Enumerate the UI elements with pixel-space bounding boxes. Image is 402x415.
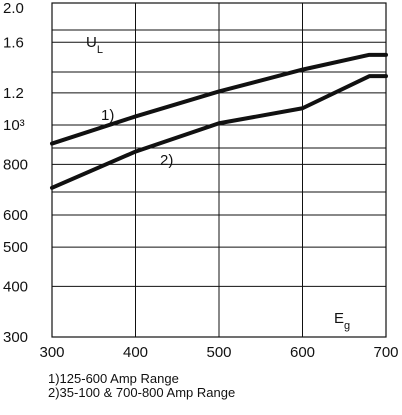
y-tick-label-7: 1.6 <box>3 34 24 51</box>
y-tick-label-4: 800 <box>3 156 28 173</box>
x-tick-label-500: 500 <box>206 344 231 361</box>
series-1-point-4 <box>368 53 371 56</box>
note-range-1: 1)125-600 Amp Range <box>48 371 179 386</box>
series-label-1: 1) <box>101 107 114 124</box>
x-tick-label-600: 600 <box>290 344 315 361</box>
y-tick-label-3: 600 <box>3 207 28 224</box>
series-1-point-3 <box>301 68 304 71</box>
plot-frame <box>51 2 387 338</box>
series-2-point-0 <box>51 186 53 189</box>
y-tick-label-0: 300 <box>3 329 28 346</box>
series-1-point-1 <box>134 115 137 118</box>
series-2-point-2 <box>218 122 220 125</box>
series-2-point-3 <box>301 107 304 110</box>
y-axis-label-main: U <box>86 34 97 51</box>
y-axis-label-subscript: L <box>97 44 103 56</box>
y-axis-label: UL <box>86 34 103 56</box>
series-1-point-2 <box>218 90 220 93</box>
series-2-point-5 <box>385 75 387 78</box>
series-1-point-0 <box>51 142 53 145</box>
y-tick-label-5: 10³ <box>3 117 25 134</box>
y-tick-label-6: 1.2 <box>3 85 24 102</box>
x-tick-label-700: 700 <box>373 344 398 361</box>
series-line-2 <box>50 74 388 190</box>
x-axis-label: Eg <box>334 310 350 332</box>
x-axis-label-subscript: g <box>344 320 350 332</box>
x-tick-label-400: 400 <box>123 344 148 361</box>
x-axis-label-main: E <box>334 310 344 327</box>
note-range-2: 2)35-100 & 700-800 Amp Range <box>48 385 236 400</box>
series-label-2: 2) <box>160 152 173 169</box>
y-tick-label-8: 2.0 <box>3 0 24 17</box>
series-2-point-1 <box>134 150 137 153</box>
x-tick-label-300: 300 <box>39 344 64 361</box>
series-1-point-5 <box>385 53 387 56</box>
y-tick-label-2: 500 <box>3 239 28 256</box>
y-tick-label-1: 400 <box>3 278 28 295</box>
range-notes: 1)125-600 Amp Range 2)35-100 & 700-800 A… <box>48 372 235 400</box>
series-line-1 <box>50 52 388 146</box>
series-2-point-4 <box>368 75 371 78</box>
